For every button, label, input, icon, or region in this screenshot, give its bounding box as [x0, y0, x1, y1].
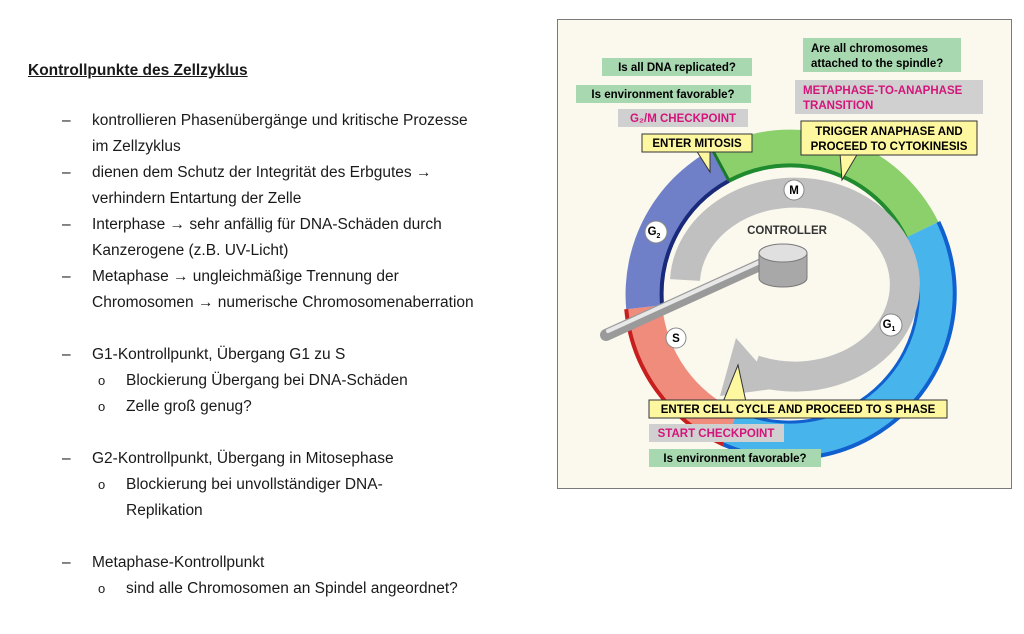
metaphase-question-line1: Are all chromosomes: [811, 43, 928, 55]
phase-marker-g1: G1: [879, 313, 903, 337]
cell-cycle-diagram: CONTROLLER M G2 G1 S Is all DNA replicat…: [576, 38, 983, 467]
phase-arc-m: [712, 129, 939, 238]
bullet-dash: –: [62, 554, 71, 571]
trigger-anaphase-line2: PROCEED TO CYTOKINESIS: [811, 141, 968, 153]
bullet-dash: –: [62, 164, 71, 181]
controller: CONTROLLER: [600, 177, 920, 396]
checkpoint-subitem: o Blockierung Übergang bei DNA-Schäden: [62, 368, 552, 394]
svg-text:M: M: [789, 185, 799, 197]
svg-text:S: S: [672, 333, 680, 345]
controller-cylinder: [758, 252, 808, 288]
sub-bullet-circle: o: [98, 373, 106, 388]
bullet-dash: –: [62, 112, 71, 129]
controller-label: CONTROLLER: [747, 225, 828, 237]
g2m-divider: [710, 148, 731, 182]
spacer: [62, 524, 552, 550]
cell-cycle-figure: CONTROLLER M G2 G1 S Is all DNA replicat…: [557, 19, 1012, 489]
phase-arc-s: [626, 305, 738, 445]
text-line: dienen dem Schutz der Integrität des Erb…: [92, 164, 432, 181]
text-line: Chromosomen → numerische Chromosomenaber…: [92, 294, 474, 311]
ring-edge-g2: [659, 179, 730, 306]
bullet-dash: –: [62, 216, 71, 233]
text-line: Metaphase → ungleichmäßige Trennung der: [92, 268, 399, 285]
bullet-dash: –: [62, 450, 71, 467]
ring-edge-m: [728, 163, 908, 239]
phase-marker-g2: G2: [644, 220, 668, 244]
svg-text:G2: G2: [648, 226, 661, 240]
metaphase-checkpoint-callouts: Are all chromosomes attached to the spin…: [795, 38, 983, 182]
bullet-item: – kontrollieren Phasenübergänge und kriti…: [62, 108, 552, 160]
checkpoint-subitem: o sind alle Chromosomen an Spindel angeor…: [62, 576, 552, 602]
controller-arrow-track: [670, 177, 920, 392]
phase-arc-g1: [723, 221, 955, 459]
checkpoint-subitem: o Blockierung bei unvollständiger DNA- Rep…: [62, 472, 552, 524]
document-title: Kontrollpunkte des Zellzyklus: [28, 62, 248, 79]
start-checkpoint-label: START CHECKPOINT: [658, 428, 775, 440]
enter-cell-cycle-label: ENTER CELL CYCLE AND PROCEED TO S PHASE: [661, 404, 936, 416]
metaphase-checkpoint-line2: TRANSITION: [803, 100, 873, 112]
checkpoint-item: – G2-Kontrollpunkt, Übergang in Mitosepha…: [62, 446, 552, 472]
controller-pointer: [600, 258, 768, 341]
text-line: im Zellzyklus: [92, 138, 181, 155]
sub-bullet-circle: o: [98, 477, 106, 492]
start-question-environment: Is environment favorable?: [663, 453, 806, 465]
text-line: Blockierung Übergang bei DNA-Schäden: [126, 372, 408, 389]
text-line: Kanzerogene (z.B. UV-Licht): [92, 242, 289, 259]
text-line: verhindern Entartung der Zelle: [92, 190, 302, 207]
phase-marker-s: S: [665, 327, 687, 349]
trigger-anaphase-line1: TRIGGER ANAPHASE AND: [815, 126, 962, 138]
checkpoint-heading: G2-Kontrollpunkt, Übergang in Mitosephas…: [92, 450, 394, 467]
g2m-checkpoint-label: G₂/M CHECKPOINT: [630, 113, 736, 125]
bullet-dash: –: [62, 346, 71, 363]
g2m-question-dna: Is all DNA replicated?: [618, 62, 736, 74]
enter-mitosis-label: ENTER MITOSIS: [652, 138, 742, 150]
text-line: sind alle Chromosomen an Spindel angeord…: [126, 580, 458, 597]
controller-pointer-shine: [606, 259, 764, 333]
checkpoint-item: – Metaphase-Kontrollpunkt: [62, 550, 552, 576]
text-line: Blockierung bei unvollständiger DNA-: [126, 476, 383, 493]
checkpoint-heading: Metaphase-Kontrollpunkt: [92, 554, 265, 571]
sub-bullet-circle: o: [98, 399, 106, 414]
bullet-item: – Metaphase → ungleichmäßige Trennung der…: [62, 264, 552, 316]
spacer: [62, 316, 552, 342]
text-line: Replikation: [126, 502, 203, 519]
phase-marker-m: M: [783, 179, 805, 201]
text-line: Interphase → sehr anfällig für DNA-Schäd…: [92, 216, 442, 233]
bullet-dash: –: [62, 268, 71, 285]
bullet-item: – dienen dem Schutz der Integrität des Er…: [62, 160, 552, 212]
text-line: kontrollieren Phasenübergänge und kritis…: [92, 112, 468, 129]
checkpoint-item: – G1-Kontrollpunkt, Übergang G1 zu S: [62, 342, 552, 368]
text-line: Zelle groß genug?: [126, 398, 252, 415]
metaphase-question-line2: attached to the spindle?: [811, 58, 943, 70]
start-checkpoint-callouts: ENTER CELL CYCLE AND PROCEED TO S PHASE …: [648, 363, 948, 467]
bullet-list: – kontrollieren Phasenübergänge und kriti…: [62, 108, 552, 602]
checkpoint-subitem: o Zelle groß genug?: [62, 394, 552, 420]
spacer: [62, 420, 552, 446]
bullet-item: – Interphase → sehr anfällig für DNA-Schä…: [62, 212, 552, 264]
g2m-question-environment: Is environment favorable?: [591, 89, 734, 101]
svg-text:G1: G1: [883, 319, 896, 333]
checkpoint-heading: G1-Kontrollpunkt, Übergang G1 zu S: [92, 346, 346, 363]
metaphase-checkpoint-line1: METAPHASE-TO-ANAPHASE: [803, 85, 963, 97]
sub-bullet-circle: o: [98, 581, 106, 596]
g2m-checkpoint-callouts: Is all DNA replicated? Is environment fa…: [576, 58, 753, 174]
controller-cylinder-top: [758, 243, 808, 263]
